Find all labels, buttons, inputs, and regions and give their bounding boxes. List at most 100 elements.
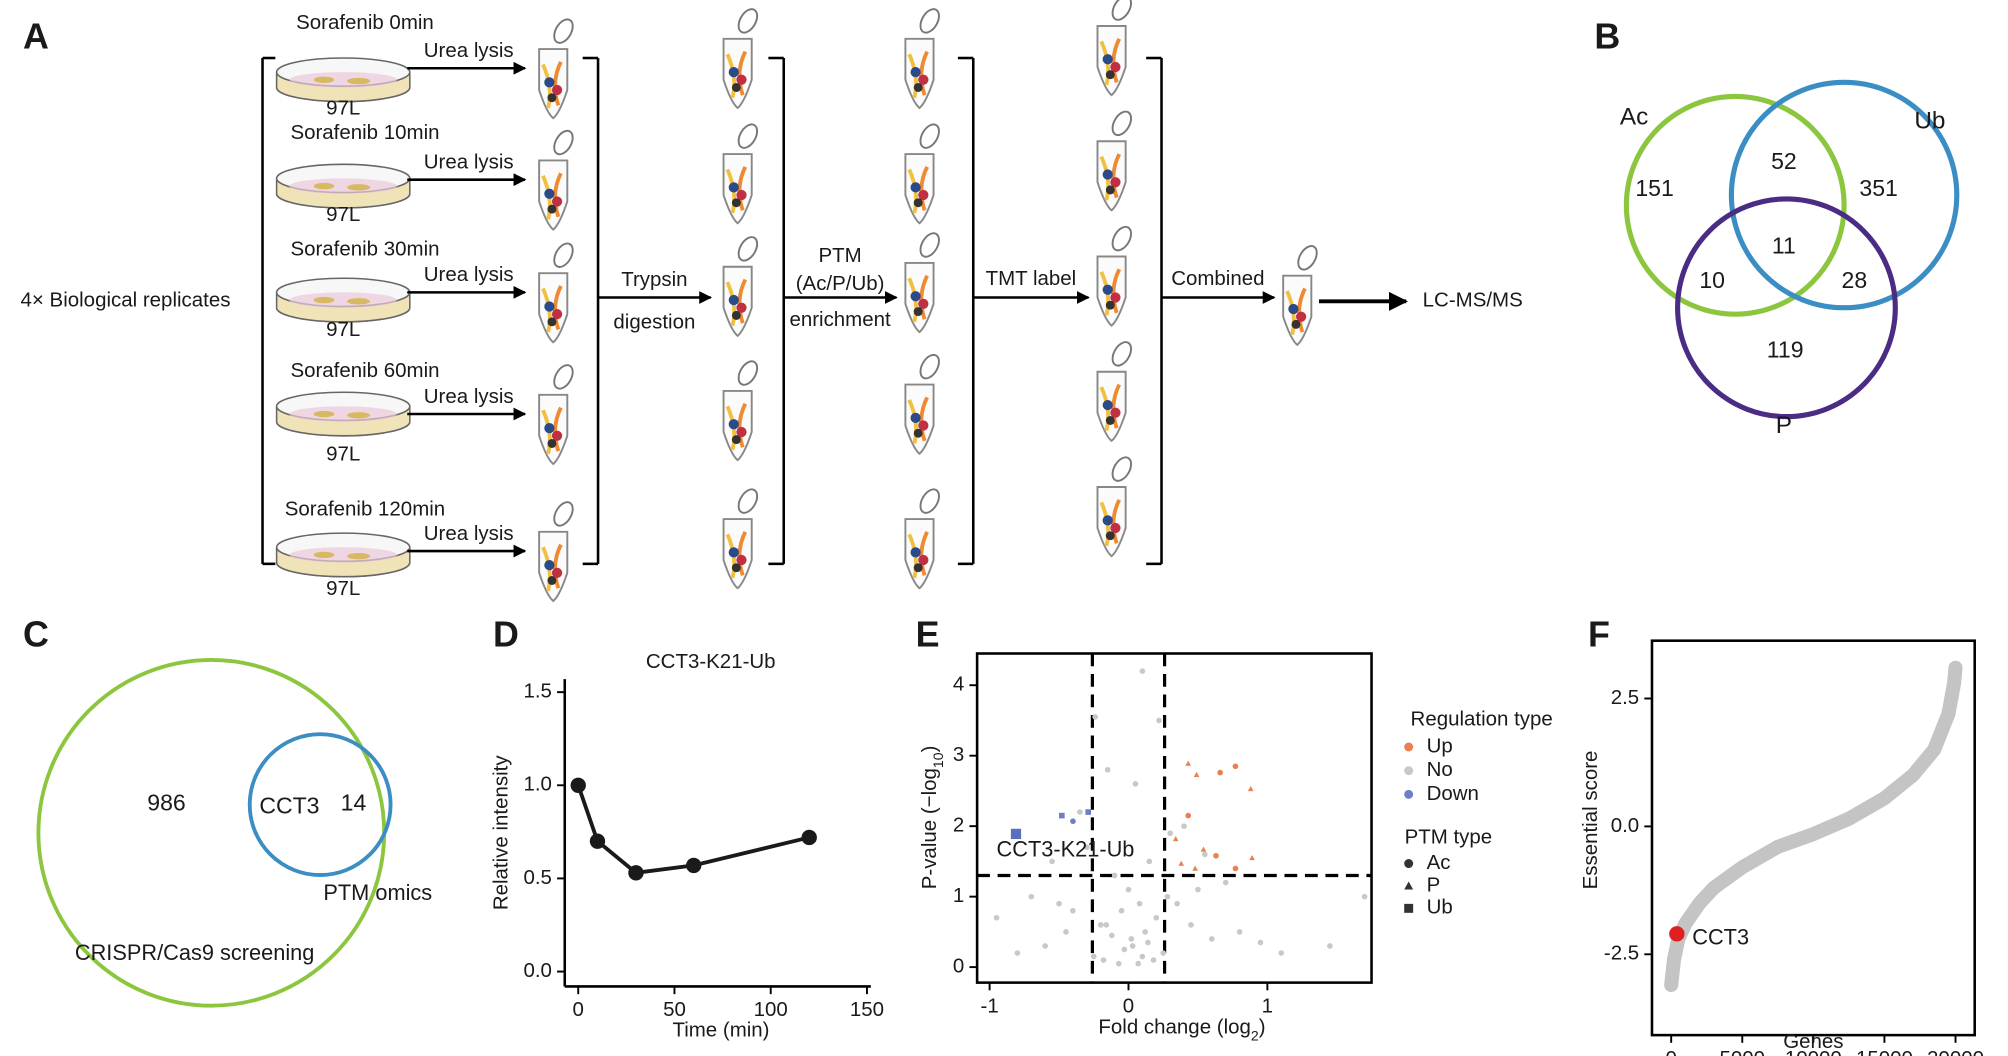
point-triangle (1200, 846, 1207, 852)
point-triangle (1193, 771, 1200, 777)
point-circle (1090, 953, 1097, 960)
point-circle (1077, 809, 1083, 815)
legend-label: Ub (1427, 896, 1453, 919)
x-tick-label: 0 (1665, 1047, 1676, 1056)
label-part: P-value (−log (918, 768, 941, 889)
lysis-label: Urea lysis (424, 385, 514, 408)
point-circle (1111, 872, 1118, 879)
label-part: Fold change (log (1098, 1016, 1250, 1039)
condition-label: Sorafenib 60min (290, 359, 439, 382)
point-circle (1104, 766, 1111, 773)
tube (721, 4, 763, 110)
tube (1095, 106, 1137, 213)
data-point (686, 857, 702, 874)
lysis-label: Urea lysis (424, 150, 514, 173)
point-circle (1327, 943, 1333, 949)
y-tick-label: 0 (953, 955, 964, 978)
point-circle (1014, 950, 1021, 956)
tube (1281, 240, 1323, 347)
lysis-label: Urea lysis (424, 522, 514, 545)
tube (1095, 336, 1137, 443)
tube (903, 349, 945, 456)
y-axis-label: Relative intensity (489, 755, 512, 910)
point-circle (1056, 900, 1062, 907)
point-circle (1217, 769, 1223, 776)
step-label: PTM (818, 244, 861, 267)
tube (537, 238, 579, 345)
point-triangle (1172, 836, 1179, 842)
y-tick-label: 4 (953, 673, 964, 696)
tube (537, 14, 579, 121)
tube (721, 231, 763, 338)
point-square (1059, 812, 1065, 819)
condition-label: Sorafenib 30min (290, 238, 439, 261)
legend-label: No (1427, 758, 1453, 781)
legend-label: Down (1427, 782, 1479, 805)
point-circle (1236, 929, 1243, 935)
venn-circle (247, 732, 393, 877)
point-circle (1174, 900, 1180, 907)
region-count: 151 (1635, 175, 1673, 201)
region-count: 28 (1842, 267, 1868, 293)
step-label: TMT label (986, 267, 1077, 290)
point-circle (1097, 922, 1104, 928)
region-count: 10 (1699, 267, 1725, 293)
panel-label: C (23, 614, 49, 654)
tube (1095, 0, 1137, 98)
step-label: digestion (613, 311, 695, 334)
x-tick-label: 5000 (1719, 1047, 1765, 1056)
x-tick-label: 15000 (1856, 1047, 1913, 1056)
x-tick-label: 50 (663, 998, 686, 1021)
point-circle (1070, 818, 1076, 825)
point-circle (1109, 932, 1115, 939)
tube (903, 228, 945, 334)
point-circle (1135, 960, 1142, 967)
point-triangle (1247, 785, 1254, 792)
x-axis-label: Fold change (log2) (1098, 1016, 1265, 1043)
legend-title: Regulation type (1411, 707, 1553, 730)
condition-label: Sorafenib 0min (296, 11, 434, 34)
condition-label: Sorafenib 10min (290, 121, 439, 144)
label-part: 2 (1251, 1027, 1259, 1043)
x-axis-label: Genes (1783, 1030, 1843, 1053)
label-part: ) (918, 746, 941, 753)
point-square (1404, 903, 1414, 913)
venn-circle (1728, 79, 1960, 311)
y-tick-label: 1.0 (523, 773, 551, 796)
condition-label: Sorafenib 120min (285, 497, 445, 520)
x-tick-label: -1 (981, 994, 999, 1017)
tube (537, 497, 579, 603)
point-circle (1202, 851, 1208, 858)
point-circle (1185, 812, 1192, 819)
point-circle (1129, 943, 1136, 949)
region-label: CCT3 (259, 792, 319, 818)
highlight-label: CCT3 (1692, 925, 1749, 950)
legend-label: Up (1427, 734, 1453, 757)
point-circle (1118, 907, 1125, 914)
point-triangle (1192, 865, 1198, 871)
venn-circle (1623, 93, 1847, 317)
point-circle (1146, 858, 1153, 865)
point-circle (1142, 929, 1148, 935)
data-point (589, 833, 606, 849)
y-tick-label: -2.5 (1604, 942, 1639, 965)
data-point (628, 865, 644, 881)
y-axis-label: P-value (−log10) (918, 746, 945, 890)
y-tick-label: 0.0 (523, 959, 551, 982)
point-circle (1115, 960, 1122, 967)
region-count: 11 (1772, 233, 1796, 259)
point-circle (1278, 950, 1285, 956)
point-circle (1257, 939, 1264, 946)
point-circle (1150, 957, 1157, 963)
region-label: 986 (147, 790, 185, 816)
point-circle (1209, 936, 1215, 942)
culture-dish (275, 391, 411, 437)
point-circle (1222, 879, 1229, 886)
y-tick-label: 0.5 (523, 866, 551, 889)
cell-line-label: 97L (326, 97, 360, 120)
point-circle (1361, 893, 1368, 900)
point-square (1085, 809, 1092, 815)
panel-label: D (493, 614, 519, 654)
point-triangle (1178, 860, 1185, 866)
panel-label: E (916, 614, 940, 654)
